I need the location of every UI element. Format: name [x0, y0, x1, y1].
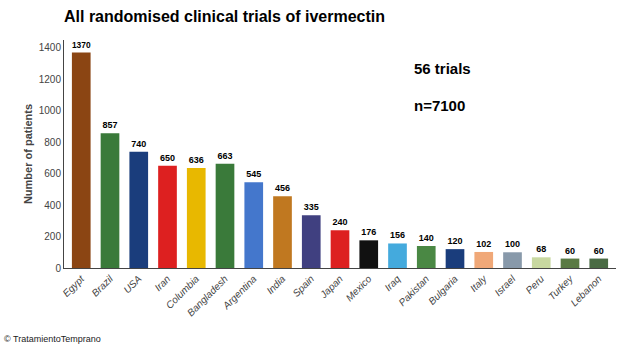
- svg-text:0: 0: [55, 263, 61, 274]
- svg-text:335: 335: [304, 202, 319, 212]
- svg-text:240: 240: [332, 217, 347, 227]
- svg-text:Italy: Italy: [468, 272, 489, 293]
- svg-text:Number of patients: Number of patients: [22, 104, 34, 204]
- svg-text:Spain: Spain: [290, 273, 316, 299]
- svg-text:176: 176: [361, 227, 376, 237]
- svg-text:Pakistan: Pakistan: [396, 273, 431, 308]
- svg-text:© TratamientoTemprano: © TratamientoTemprano: [4, 334, 101, 344]
- svg-text:1000: 1000: [39, 105, 62, 116]
- svg-text:663: 663: [217, 151, 232, 161]
- svg-text:740: 740: [131, 139, 146, 149]
- svg-text:56 trials: 56 trials: [414, 60, 471, 77]
- svg-text:60: 60: [594, 246, 604, 256]
- svg-text:200: 200: [44, 231, 61, 242]
- svg-text:1200: 1200: [39, 74, 62, 85]
- svg-text:Brazil: Brazil: [89, 273, 115, 299]
- svg-text:India: India: [264, 273, 287, 296]
- svg-text:156: 156: [390, 230, 405, 240]
- svg-text:Bulgaria: Bulgaria: [426, 273, 460, 307]
- svg-text:Bangladesh: Bangladesh: [185, 273, 230, 318]
- svg-text:102: 102: [476, 239, 491, 249]
- svg-text:636: 636: [189, 155, 204, 165]
- svg-text:400: 400: [44, 200, 61, 211]
- svg-text:800: 800: [44, 137, 61, 148]
- svg-text:Egypt: Egypt: [60, 272, 87, 299]
- svg-text:Mexico: Mexico: [344, 273, 374, 303]
- svg-text:100: 100: [505, 239, 520, 249]
- svg-text:All randomised clinical trials: All randomised clinical trials of iverme…: [64, 8, 385, 25]
- svg-text:Columbia: Columbia: [164, 273, 202, 311]
- svg-text:n=7100: n=7100: [414, 97, 465, 114]
- svg-text:120: 120: [447, 236, 462, 246]
- svg-text:140: 140: [419, 233, 434, 243]
- svg-text:545: 545: [246, 169, 261, 179]
- svg-text:Lebanon: Lebanon: [568, 273, 604, 309]
- svg-text:USA: USA: [121, 273, 144, 296]
- svg-text:Turkey: Turkey: [546, 272, 576, 302]
- svg-text:1370: 1370: [72, 40, 91, 50]
- svg-text:Israel: Israel: [492, 273, 518, 299]
- svg-text:Peru: Peru: [523, 273, 546, 296]
- svg-text:650: 650: [160, 153, 175, 163]
- svg-text:Iraq: Iraq: [382, 273, 402, 293]
- svg-text:60: 60: [565, 246, 575, 256]
- svg-text:857: 857: [102, 120, 117, 130]
- svg-text:Japan: Japan: [317, 273, 345, 301]
- svg-text:456: 456: [275, 183, 290, 193]
- svg-text:Argentina: Argentina: [220, 273, 259, 312]
- svg-text:600: 600: [44, 168, 61, 179]
- svg-text:68: 68: [536, 244, 546, 254]
- svg-text:1400: 1400: [39, 42, 62, 53]
- svg-text:Iran: Iran: [152, 273, 172, 293]
